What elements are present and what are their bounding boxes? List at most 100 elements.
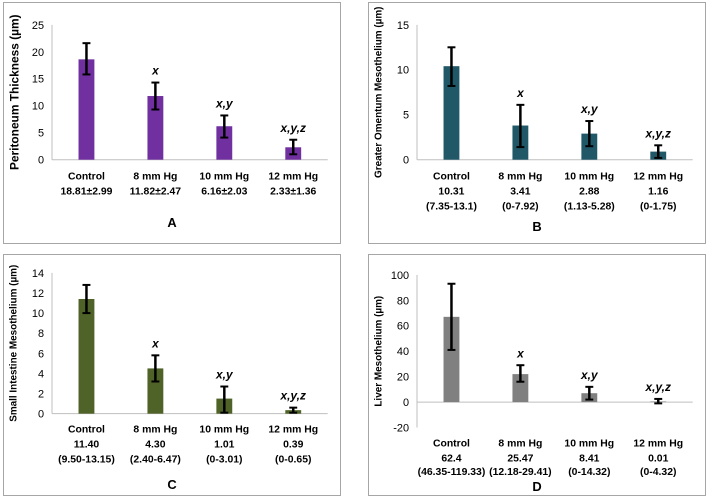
significance-label-3: x,y [580,102,599,116]
x-category-label-4: 12 mm Hg [633,438,683,449]
x-category-label-4: 12 mm Hg [268,425,318,436]
x-value-label-4: 1.16 [648,186,668,197]
bar-3 [216,126,233,160]
x-value-label-4: 0.01 [648,453,668,464]
chart-d-svg: -20 0 20 40 60 80 100 Liver Mesothelium (µm) Con… [373,270,693,494]
x-value-label-4: 2.33±1.36 [270,186,316,197]
bar-2 [147,368,164,414]
y-tick-label-1: 5 [38,128,44,140]
x-value-label-4: 0.39 [283,439,303,450]
panel-letter: D [532,479,541,494]
chart-c-svg: 0 2 4 6 8 10 12 14 Small Intestine Mesothelium (… [8,265,328,492]
bar-1 [443,66,460,160]
panel-letter: B [532,219,541,234]
bar-1 [78,299,95,414]
significance-label-2: x [516,346,525,360]
x-value-label-2: 11.82±2.47 [130,186,182,197]
chart-panel-d: -20 0 20 40 60 80 100 Liver Mesothelium (µm) Con… [368,254,706,496]
x-category-label-3: 10 mm Hg [564,172,614,183]
x-category-label-1: Control [68,425,105,436]
bar-1 [78,59,95,160]
x-category-label-2: 8 mm Hg [498,172,542,183]
y-tick-label-2: 10 [32,101,44,113]
y-tick-label-2: 10 [397,65,409,77]
y-tick-label-3: 15 [397,20,409,32]
y-tick-label-1: 5 [403,110,409,122]
significance-label-2: x [151,64,160,78]
significance-label-4: x,y,z [645,126,671,140]
significance-label-4: x,y,z [280,389,306,403]
x-value-label-3: 1.01 [214,439,234,450]
significance-label-3: x,y [215,97,234,111]
y-tick-label-0: 0 [38,155,44,167]
y-tick-label-5: 80 [397,295,409,307]
x-category-label-3: 10 mm Hg [199,425,249,436]
y-tick-label-5: 25 [32,20,44,32]
y-tick-label-4: 8 [38,328,44,340]
y-tick-label-0: 0 [403,155,409,167]
x-range-label-2: (0-7.92) [502,201,538,212]
significance-label-2: x [151,336,160,350]
y-tick-label-5: 10 [32,308,44,320]
x-range-label-3: (0-14.32) [568,467,610,478]
x-value-label-1: 62.4 [441,453,461,464]
significance-label-2: x [516,86,525,100]
x-category-label-1: Control [68,172,105,183]
x-range-label-3: (0-3.01) [206,454,242,465]
significance-label-4: x,y,z [645,380,671,394]
x-value-label-1: 18.81±2.99 [60,186,112,197]
x-category-label-2: 8 mm Hg [133,425,177,436]
x-value-label-2: 4.30 [145,439,165,450]
chart-b-svg: 0 5 10 15 Greater Omentum Mesothelium (µm) Co… [373,7,693,234]
chart-panel-b: 0 5 10 15 Greater Omentum Mesothelium (µm) Co… [368,2,706,244]
y-tick-label-4: 60 [397,321,409,333]
y-tick-label-3: 6 [38,348,44,360]
x-value-label-2: 3.41 [510,186,530,197]
x-range-label-4: (0-0.65) [275,454,311,465]
x-category-label-4: 12 mm Hg [633,172,683,183]
y-axis-label: Peritoneum Thickness (µm) [7,14,21,170]
x-category-label-3: 10 mm Hg [199,172,249,183]
x-range-label-2: (2.40-6.47) [130,454,181,465]
x-category-label-2: 8 mm Hg [498,438,542,449]
bar-1 [443,316,460,403]
x-range-label-2: (12.18-29.41) [489,467,551,478]
y-axis-label: Greater Omentum Mesothelium (µm) [373,7,384,178]
y-tick-label-3: 40 [397,346,409,358]
panel-letter: C [167,477,176,492]
significance-label-3: x,y [215,368,234,382]
x-value-label-1: 11.40 [74,439,100,450]
x-value-label-3: 2.88 [579,186,599,197]
x-value-label-3: 6.16±2.03 [201,186,247,197]
y-tick-label-1: 2 [38,389,44,401]
y-tick-label-7: 14 [32,268,44,280]
x-value-label-2: 25.47 [507,453,533,464]
y-axis-label: Liver Mesothelium (µm) [373,296,384,407]
x-value-label-1: 10.31 [438,186,464,197]
y-tick-label-6: 12 [32,288,44,300]
y-tick-label-2: 4 [38,368,44,380]
x-range-label-1: (7.35-13.1) [426,201,477,212]
bar-2 [147,96,164,160]
panel-letter: A [167,215,176,230]
x-range-label-4: (0-4.32) [640,467,676,478]
x-category-label-3: 10 mm Hg [564,438,614,449]
x-category-label-4: 12 mm Hg [268,172,318,183]
x-range-label-1: (9.50-13.15) [58,454,115,465]
y-axis-label: Small Intestine Mesothelium (µm) [8,265,19,422]
x-range-label-4: (0-1.75) [640,201,676,212]
y-tick-label-3: 15 [32,74,44,86]
x-range-label-1: (46.35-119.33) [418,467,486,478]
significance-label-4: x,y,z [280,121,306,135]
x-value-label-3: 8.41 [579,453,599,464]
y-tick-label-2: 20 [397,372,409,384]
chart-panel-a: 0 5 10 15 20 25 Peritoneum Thickness (µm) Contr… [3,2,341,244]
y-tick-label-4: 20 [32,47,44,59]
significance-label-3: x,y [580,368,599,382]
x-category-label-1: Control [433,172,470,183]
x-category-label-1: Control [433,438,470,449]
y-tick-label-1: 0 [403,397,409,409]
y-tick-label-6: 100 [391,270,409,282]
x-category-label-2: 8 mm Hg [133,172,177,183]
y-tick-label-0: -20 [393,423,409,435]
